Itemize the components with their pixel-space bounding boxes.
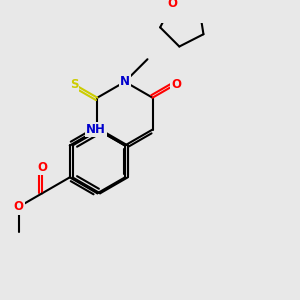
Text: N: N xyxy=(120,75,130,88)
Text: O: O xyxy=(171,78,181,91)
Text: S: S xyxy=(70,78,78,91)
Text: O: O xyxy=(14,200,24,213)
Text: O: O xyxy=(167,0,178,10)
Text: O: O xyxy=(37,161,47,174)
Text: NH: NH xyxy=(86,123,106,136)
